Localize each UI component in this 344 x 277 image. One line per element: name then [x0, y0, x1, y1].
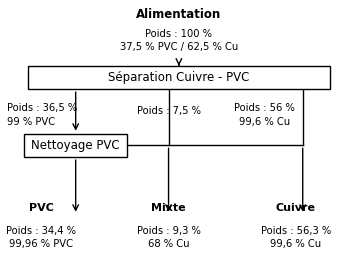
Text: Alimentation: Alimentation [136, 8, 222, 21]
Text: Nettoyage PVC: Nettoyage PVC [31, 139, 120, 152]
FancyBboxPatch shape [24, 134, 127, 157]
Text: Poids : 56 %
99,6 % Cu: Poids : 56 % 99,6 % Cu [235, 103, 295, 127]
Text: Cuivre: Cuivre [276, 203, 316, 213]
Text: Poids : 34,4 %
99,96 % PVC: Poids : 34,4 % 99,96 % PVC [6, 226, 76, 249]
Text: Poids : 100 %
37,5 % PVC / 62,5 % Cu: Poids : 100 % 37,5 % PVC / 62,5 % Cu [120, 29, 238, 52]
Text: Séparation Cuivre - PVC: Séparation Cuivre - PVC [108, 71, 249, 84]
Text: Mixte: Mixte [151, 203, 186, 213]
Text: Poids : 56,3 %
99,6 % Cu: Poids : 56,3 % 99,6 % Cu [261, 226, 331, 249]
Text: Poids : 9,3 %
68 % Cu: Poids : 9,3 % 68 % Cu [137, 226, 201, 249]
FancyBboxPatch shape [28, 66, 330, 89]
Text: PVC: PVC [29, 203, 54, 213]
Text: Poids : 36,5 %
99 % PVC: Poids : 36,5 % 99 % PVC [7, 103, 77, 127]
Text: Poids : 7,5 %: Poids : 7,5 % [137, 106, 201, 116]
